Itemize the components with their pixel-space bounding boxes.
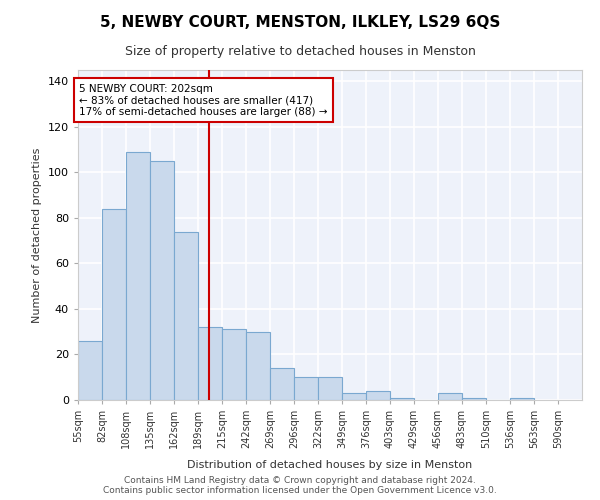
Bar [102,209,126,400]
Bar [390,398,414,400]
X-axis label: Distribution of detached houses by size in Menston: Distribution of detached houses by size … [187,460,473,469]
Bar [78,341,102,400]
Bar [126,152,150,400]
Bar [270,368,294,400]
Bar [318,377,342,400]
Bar [342,393,366,400]
Bar [246,332,270,400]
Text: 5, NEWBY COURT, MENSTON, ILKLEY, LS29 6QS: 5, NEWBY COURT, MENSTON, ILKLEY, LS29 6Q… [100,15,500,30]
Text: Contains HM Land Registry data © Crown copyright and database right 2024.
Contai: Contains HM Land Registry data © Crown c… [103,476,497,495]
Text: 5 NEWBY COURT: 202sqm
← 83% of detached houses are smaller (417)
17% of semi-det: 5 NEWBY COURT: 202sqm ← 83% of detached … [79,84,328,117]
Bar [510,398,534,400]
Bar [174,232,198,400]
Y-axis label: Number of detached properties: Number of detached properties [32,148,42,322]
Bar [222,330,246,400]
Bar [294,377,318,400]
Bar [438,393,462,400]
Bar [462,398,486,400]
Bar [150,161,174,400]
Bar [366,391,390,400]
Text: Size of property relative to detached houses in Menston: Size of property relative to detached ho… [125,45,475,58]
Bar [198,327,222,400]
